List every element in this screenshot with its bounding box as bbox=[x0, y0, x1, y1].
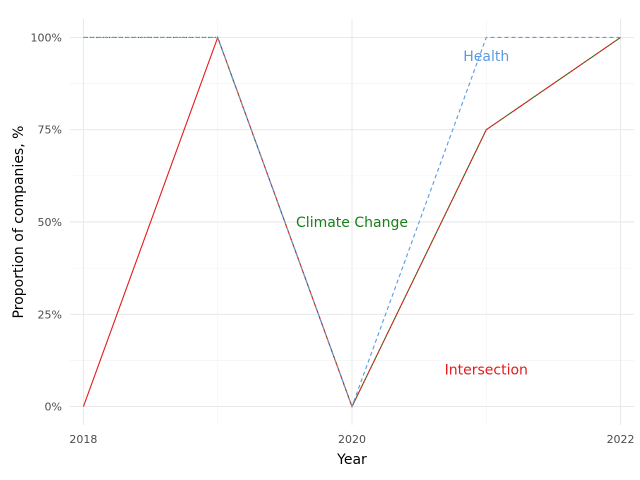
y-tick-label: 0% bbox=[45, 401, 62, 414]
y-tick-label: 100% bbox=[31, 31, 62, 44]
series-label-intersection: Intersection bbox=[445, 363, 528, 379]
series-label-climate-change: Climate Change bbox=[296, 215, 408, 231]
series-lines bbox=[82, 35, 621, 409]
y-axis-title: Proportion of companies, % bbox=[11, 126, 27, 319]
series-labels: Intersection Climate Change Health bbox=[296, 49, 528, 379]
x-axis-title: Year bbox=[336, 452, 367, 468]
y-tick-label: 50% bbox=[38, 216, 62, 229]
x-tick-label: 2018 bbox=[69, 433, 97, 446]
x-axis-tick-labels: 2018 2020 2022 bbox=[69, 433, 634, 446]
x-tick-label: 2022 bbox=[607, 433, 635, 446]
y-axis-tick-labels: 0% 25% 50% 75% 100% bbox=[31, 31, 62, 413]
series-line-health bbox=[83, 36, 621, 409]
series-label-health: Health bbox=[463, 49, 509, 65]
x-tick-label: 2020 bbox=[338, 433, 366, 446]
y-tick-label: 75% bbox=[38, 124, 62, 137]
y-tick-label: 25% bbox=[38, 308, 62, 321]
